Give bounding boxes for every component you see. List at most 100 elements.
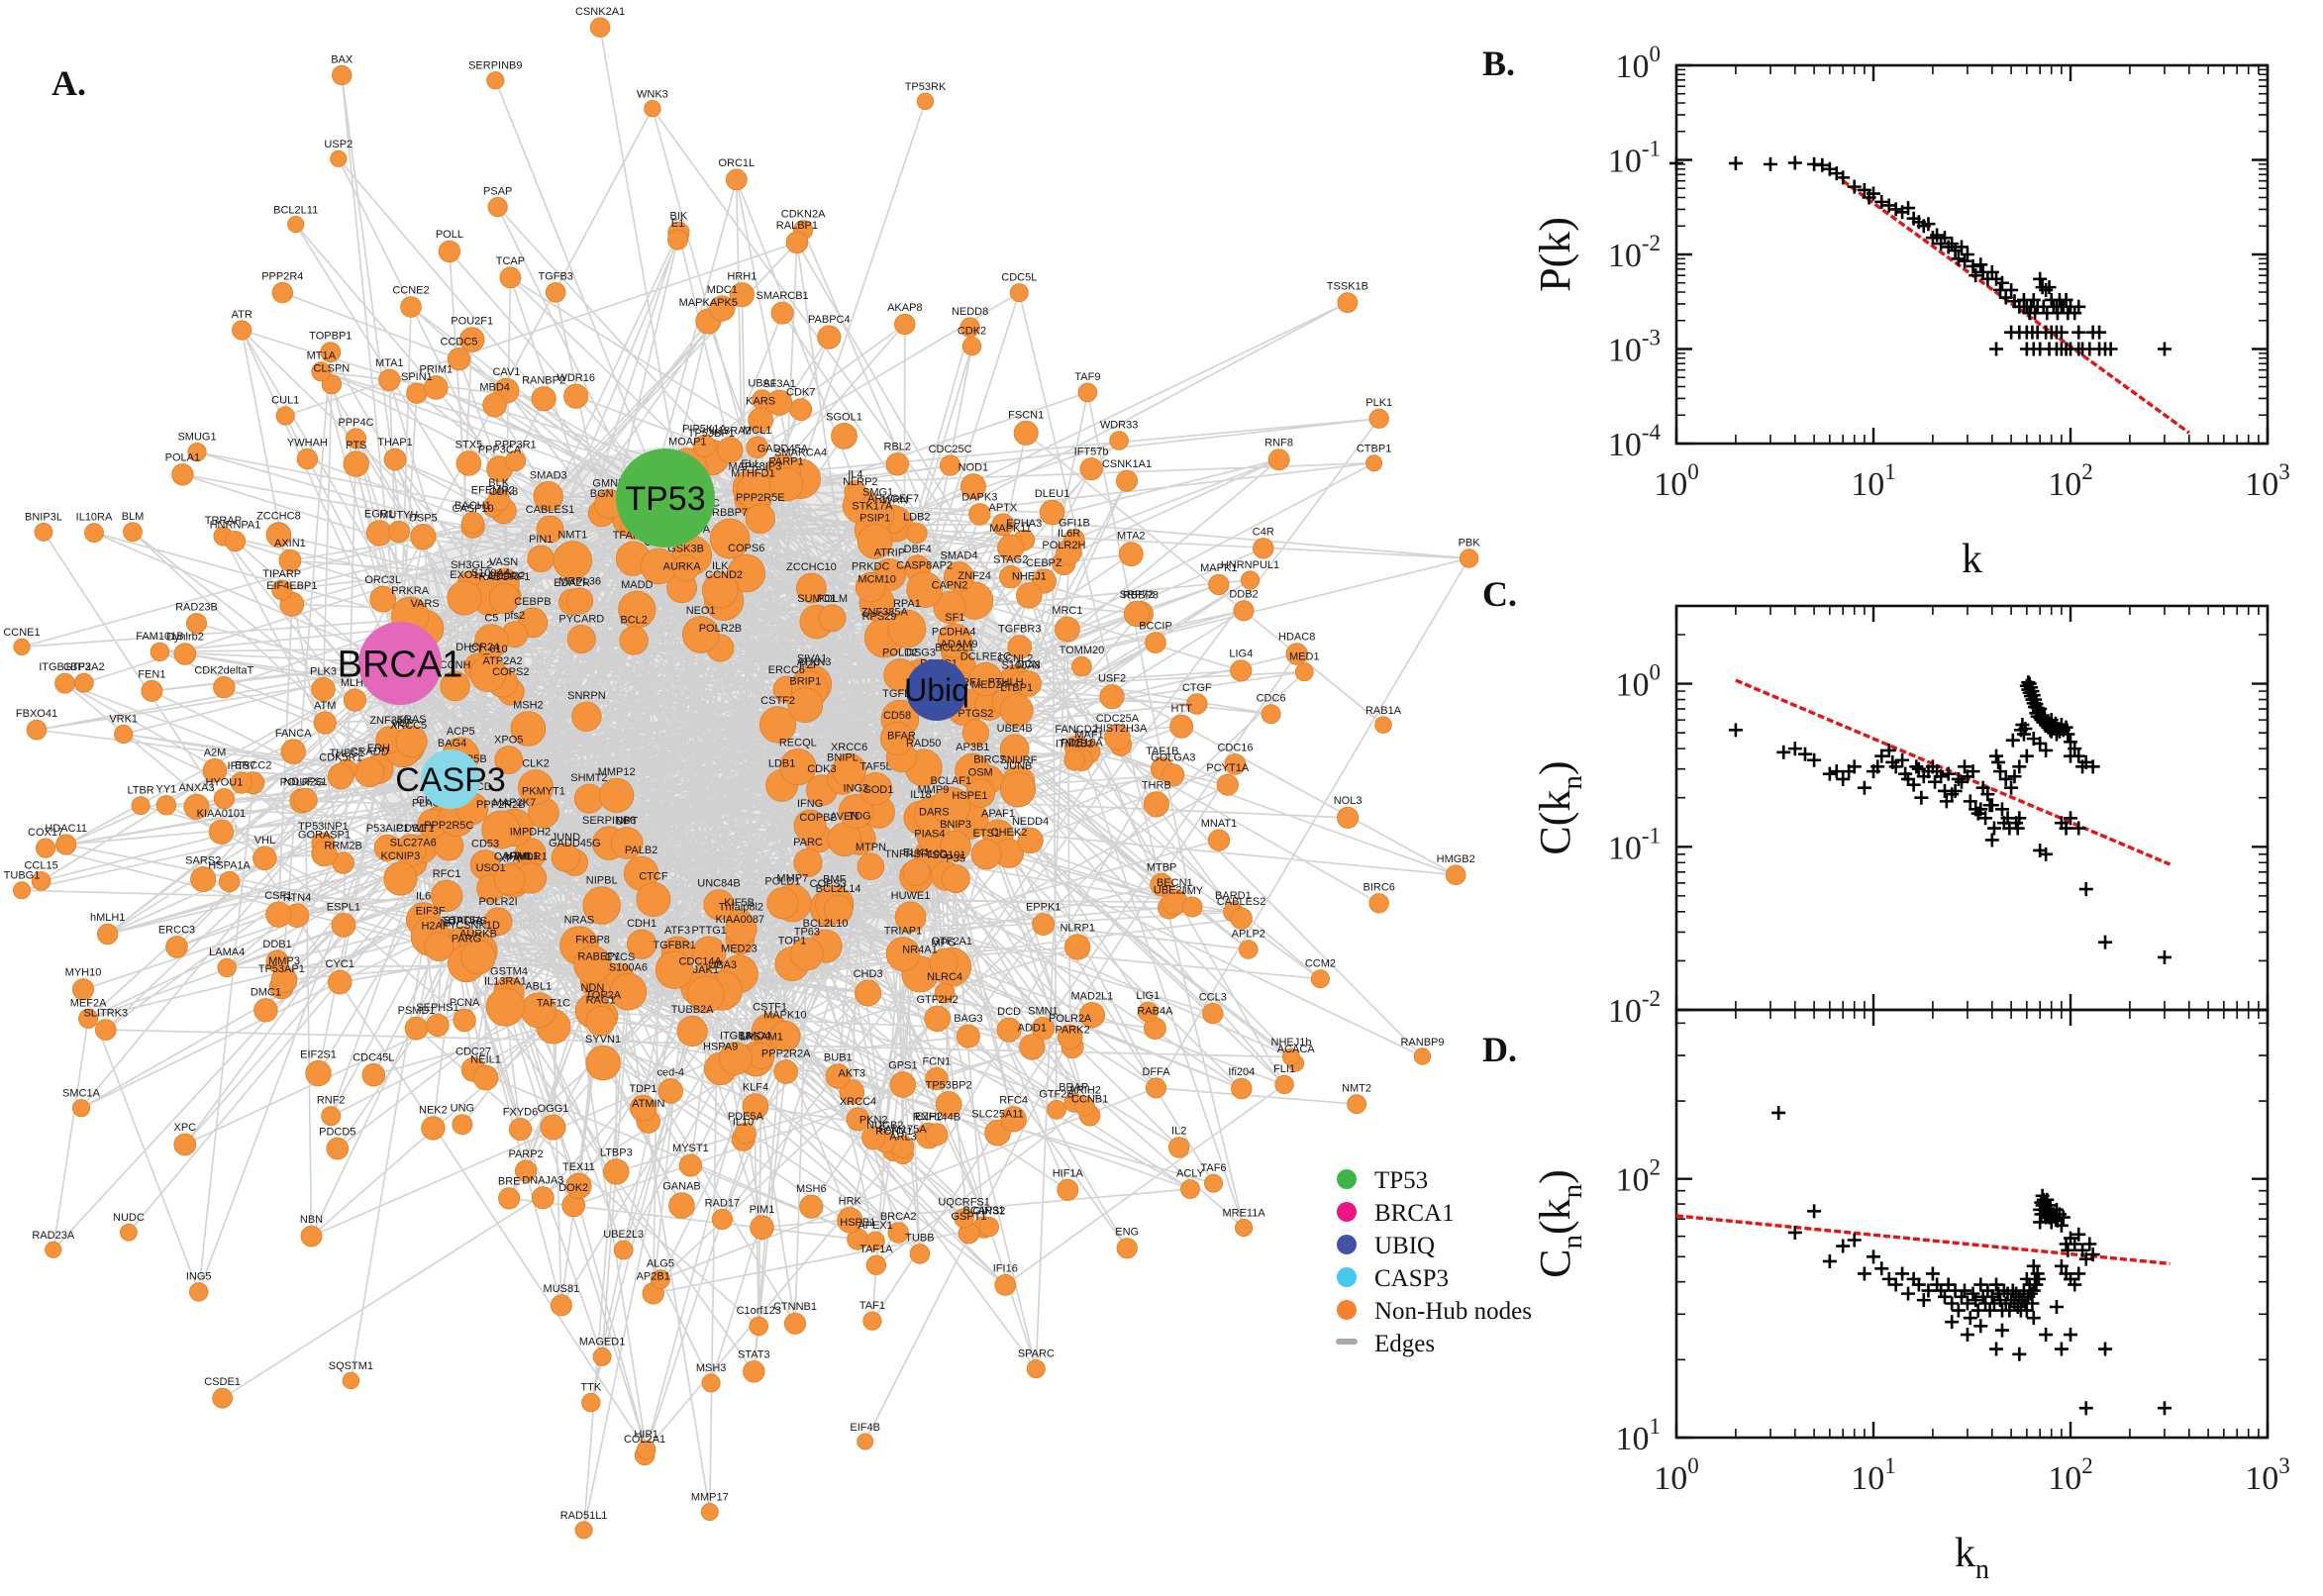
network-node-label: VARS <box>411 598 440 610</box>
network-node-label: TP53INP1 <box>298 821 349 833</box>
network-node <box>1077 382 1098 403</box>
network-node-label: AURKA <box>663 561 702 573</box>
network-node <box>1233 600 1255 622</box>
network-node-label: ATP2A2 <box>483 655 523 667</box>
network-node-label: ETS1 <box>972 828 1000 840</box>
network-node-label: LAMA4 <box>209 947 245 958</box>
network-node <box>1310 969 1330 989</box>
network-node <box>1063 529 1085 550</box>
network-panel: CSTF1KLF4GTF2A1HIST2H2ACING5ERCC2POLR2BA… <box>3 6 1481 1540</box>
network-node <box>742 1093 769 1120</box>
network-node <box>187 442 207 462</box>
network-node-label: COX17 <box>28 827 63 839</box>
network-node <box>123 522 143 543</box>
network-node-label: ABL1 <box>525 981 552 993</box>
network-node-label: IL10 <box>733 1116 754 1128</box>
network-node-label: CTGF <box>1182 682 1212 694</box>
network-node-label: C5 <box>484 613 498 625</box>
network-node-label: RBBP8 <box>1123 589 1159 601</box>
network-node <box>84 523 104 543</box>
network-node <box>518 769 555 806</box>
y-tick-label: 10-1 <box>1608 823 1661 866</box>
network-node-label: BRCA2 <box>880 1211 917 1223</box>
network-node-label: CARM1 <box>494 850 533 862</box>
network-node <box>383 448 407 471</box>
network-node <box>793 848 823 877</box>
network-node-label: PCNA <box>450 997 480 1009</box>
network-node-label: PABPC4 <box>808 314 851 326</box>
network-node-label: PPP2R4 <box>261 270 303 282</box>
network-node-label: AVEN <box>830 811 858 823</box>
network-node-label: CDK5R1 <box>319 751 361 763</box>
network-node-label: TDG <box>848 811 870 823</box>
network-node <box>1167 1137 1190 1158</box>
network-node <box>785 231 809 254</box>
network-node-label: MED24 <box>971 679 1008 691</box>
network-node-label: PBK <box>1459 538 1481 549</box>
network-node-label: PKMYT1 <box>522 786 565 798</box>
network-node <box>909 1244 931 1264</box>
network-node <box>968 503 991 526</box>
network-node <box>271 281 294 304</box>
network-node-label: COL2A1 <box>624 1434 665 1446</box>
y-tick-label: 102 <box>1616 1155 1662 1199</box>
network-node <box>838 793 873 829</box>
network-node-label: MYH10 <box>65 967 102 979</box>
network-node-label: EIF4EBP1 <box>266 580 317 592</box>
network-node-label: PYCARD <box>558 613 604 625</box>
network-node <box>609 972 648 1011</box>
network-node <box>505 450 527 472</box>
network-node-label: COPS3 <box>810 878 847 890</box>
network-node <box>486 71 505 90</box>
network-node <box>369 585 397 613</box>
network-node <box>447 580 482 616</box>
network-node-label: BIRC6 <box>1363 882 1394 894</box>
network-node <box>1017 827 1044 854</box>
network-node-label: MMP3 <box>268 955 300 967</box>
network-node <box>636 1440 656 1460</box>
network-node <box>494 746 524 774</box>
network-node <box>410 523 437 550</box>
network-node-label: TOPORS <box>442 915 487 927</box>
network-node <box>1109 431 1129 450</box>
network-node <box>861 1126 886 1150</box>
network-node-label: TOP2A <box>585 989 622 1001</box>
legend-label-nonhub: Non-Hub nodes <box>1374 1298 1532 1325</box>
scatter-points <box>1728 675 2172 964</box>
network-node-label: CCNE1 <box>3 627 40 639</box>
network-node <box>1123 600 1151 628</box>
network-node-label: CDH1 <box>627 918 656 930</box>
network-node-label: CASP10 <box>452 503 493 515</box>
network-node-label: CSNK1A1 <box>1102 458 1152 470</box>
network-node-label: RNF8 <box>1264 438 1293 449</box>
network-node-label: PARK2 <box>1055 1025 1089 1037</box>
network-node <box>487 488 510 512</box>
network-node-label: MAD2L1 <box>1071 990 1114 1002</box>
x-axis-label: k <box>1962 537 1982 582</box>
network-node-label: EZH2 <box>915 1111 943 1123</box>
network-node <box>768 466 804 502</box>
network-node-label: ADAM9 <box>941 639 978 650</box>
network-node <box>960 473 986 500</box>
network-node <box>1057 1178 1079 1201</box>
network-node-label: KARS <box>746 396 775 408</box>
network-node <box>682 616 720 653</box>
network-node <box>885 937 921 971</box>
network-node-label: DARS <box>919 807 950 819</box>
network-node-label: HNRNPUL1 <box>1221 559 1279 571</box>
network-node <box>1032 913 1056 936</box>
network-node-label: DAPK3 <box>961 492 997 504</box>
network-node-label: ELL <box>741 458 760 470</box>
network-node-label: AURKB <box>459 928 497 940</box>
network-node <box>865 1231 885 1251</box>
network-node-label: NOD1 <box>959 462 989 474</box>
network-node-label: BECN1 <box>1157 877 1193 889</box>
network-node-label: HRH1 <box>727 271 757 283</box>
network-node-label: IL6R <box>1058 528 1080 540</box>
network-node-label: ZNF24 <box>958 570 991 582</box>
hub-node-tp53 <box>616 449 715 548</box>
legend-label-tp53: TP53 <box>1374 1167 1428 1194</box>
network-node <box>305 1059 332 1087</box>
network-node <box>700 1503 719 1522</box>
network-node-label: PSIP1 <box>859 512 890 524</box>
